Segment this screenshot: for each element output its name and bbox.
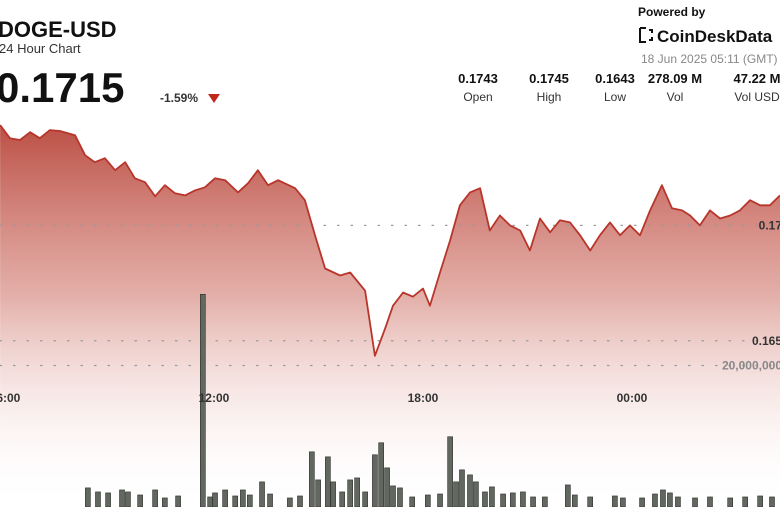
volume-bar	[315, 479, 321, 507]
volume-bar	[390, 485, 396, 507]
volume-bar	[240, 489, 246, 507]
timestamp: 18 Jun 2025 05:11 (GMT)	[641, 52, 778, 66]
volume-bar	[565, 484, 571, 507]
volume-bar	[152, 489, 158, 507]
x-tick-label: 00:00	[617, 391, 648, 405]
current-price: 0.1715	[0, 64, 124, 111]
volume-bar	[85, 487, 91, 507]
volume-bar	[162, 497, 168, 507]
volume-bar	[675, 496, 681, 507]
volume-bar	[378, 442, 384, 507]
header: DOGE-USD 24 Hour Chart 0.1715 -1.59% Pow…	[0, 5, 780, 111]
stats: 0.1743 Open 0.1745 High 0.1643 Low 278.09 M Vol…	[458, 71, 780, 104]
volume-bar	[137, 494, 143, 507]
volume-bar	[742, 496, 748, 507]
x-tick-label: 06:00	[0, 391, 21, 405]
stat-value: 0.1643	[595, 71, 635, 86]
volume-bar	[267, 493, 273, 507]
volume-bar	[409, 496, 415, 507]
ticker-title: DOGE-USD	[0, 17, 117, 42]
volume-bar	[587, 496, 593, 507]
volume-bar	[520, 491, 526, 507]
volume-bar	[620, 497, 626, 507]
stat-label: Open	[463, 90, 492, 104]
stat-label: High	[537, 90, 562, 104]
volume-bar	[339, 491, 345, 507]
volume-bar	[325, 456, 331, 507]
stat-value: 47.22 M	[734, 71, 780, 86]
volume-bar	[447, 436, 453, 507]
volume-bar	[757, 495, 763, 507]
volume-bar	[453, 481, 459, 507]
volume-bar	[125, 491, 131, 507]
volume-bar	[222, 489, 228, 507]
x-tick-label: 12:00	[199, 391, 230, 405]
volume-bar	[397, 487, 403, 507]
axis-labels: 0.165 0.17 20,000,000 06:00 12:00 18:00 00:00	[0, 218, 780, 405]
y-tick-label: 0.165	[752, 334, 780, 348]
volume-bar	[437, 493, 443, 507]
volume-bar	[707, 496, 713, 507]
volume-bar	[372, 454, 378, 507]
stat-label: Vol	[667, 90, 684, 104]
volume-bar	[652, 493, 658, 507]
volume-bar	[105, 492, 111, 507]
volume-bars	[85, 293, 775, 507]
grid	[0, 224, 780, 367]
volume-bar	[425, 494, 431, 507]
volume-bar	[362, 491, 368, 507]
volume-bar	[692, 497, 698, 507]
volume-bar	[769, 496, 775, 507]
volume-bar	[572, 494, 578, 507]
volume-bar	[309, 451, 315, 507]
volume-bar	[287, 497, 293, 507]
powered-by: Powered by	[638, 5, 706, 19]
volume-bar	[489, 486, 495, 507]
volume-bar	[459, 469, 465, 507]
volume-bar	[530, 496, 536, 507]
stat-value: 0.1743	[458, 71, 498, 86]
volume-bar	[384, 467, 390, 507]
down-arrow	[208, 94, 220, 103]
plot-area: 0.165 0.17 20,000,000 06:00 12:00 18:00 00:00	[0, 124, 780, 507]
volume-bar	[175, 495, 181, 507]
volume-bar	[95, 491, 101, 507]
volume-bar	[727, 497, 733, 507]
volume-bar	[207, 496, 213, 507]
volume-bar	[660, 489, 666, 507]
price-change: -1.59%	[160, 91, 198, 105]
volume-bar	[232, 495, 239, 507]
stat-value: 278.09 M	[648, 71, 702, 86]
brand-logo	[639, 27, 653, 43]
volume-bar	[259, 481, 265, 507]
volume-bar	[500, 493, 506, 507]
volume-bar	[639, 497, 645, 507]
volume-bar	[482, 491, 488, 507]
volume-bar	[542, 496, 548, 507]
y2-tick-label: 20,000,000	[722, 359, 780, 373]
volume-bar	[667, 492, 673, 507]
volume-bar	[119, 489, 125, 507]
volume-bar	[612, 495, 618, 507]
volume-bar	[347, 479, 353, 507]
x-tick-label: 18:00	[408, 391, 439, 405]
volume-bar	[473, 481, 479, 507]
brand-name: CoinDeskData	[657, 27, 773, 46]
y-tick-label: 0.17	[759, 218, 780, 232]
volume-bar	[330, 481, 336, 507]
stat-label: Vol USD	[734, 90, 780, 104]
stat-label: Low	[604, 90, 626, 104]
volume-bar	[247, 494, 253, 507]
chart-subtitle: 24 Hour Chart	[0, 41, 81, 56]
stat-value: 0.1745	[529, 71, 569, 86]
volume-bar	[510, 492, 516, 507]
volume-bar	[200, 293, 206, 507]
volume-bar	[297, 495, 303, 507]
volume-bar	[467, 474, 473, 507]
price-line	[0, 124, 780, 357]
volume-bar	[212, 492, 218, 507]
volume-bar	[354, 477, 360, 507]
